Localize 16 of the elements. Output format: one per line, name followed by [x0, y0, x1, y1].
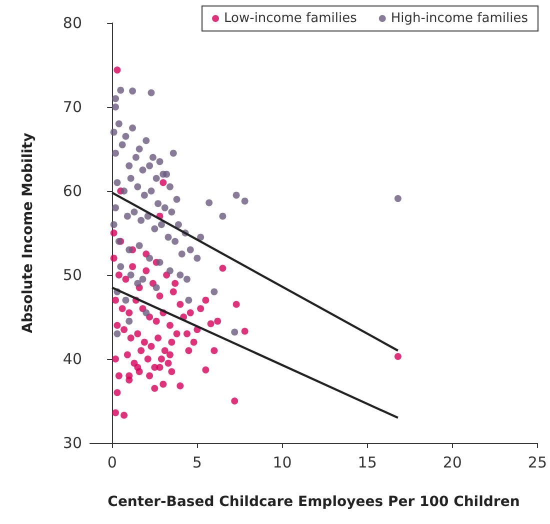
legend-label: High-income families	[390, 11, 528, 26]
x-tick-label: 10	[272, 454, 292, 472]
x-tick-label: 0	[107, 454, 117, 472]
y-tick-label: 40	[62, 350, 82, 368]
y-tick-label: 70	[62, 98, 82, 116]
x-tick-label: 5	[192, 454, 202, 472]
x-tick-label: 15	[358, 454, 377, 472]
y-tick-label: 80	[62, 14, 82, 32]
legend-label: Low-income families	[224, 11, 358, 26]
y-tick-label: 60	[62, 182, 82, 200]
x-tick-label: 20	[442, 454, 462, 472]
y-tick-label: 50	[62, 266, 82, 284]
x-axis-title: Center-Based Childcare Employees Per 100 Children	[108, 494, 520, 510]
y-tick-label: 30	[62, 434, 82, 452]
x-tick-label: 25	[528, 454, 548, 472]
y-axis-title: Absolute Income Mobility	[20, 132, 36, 334]
